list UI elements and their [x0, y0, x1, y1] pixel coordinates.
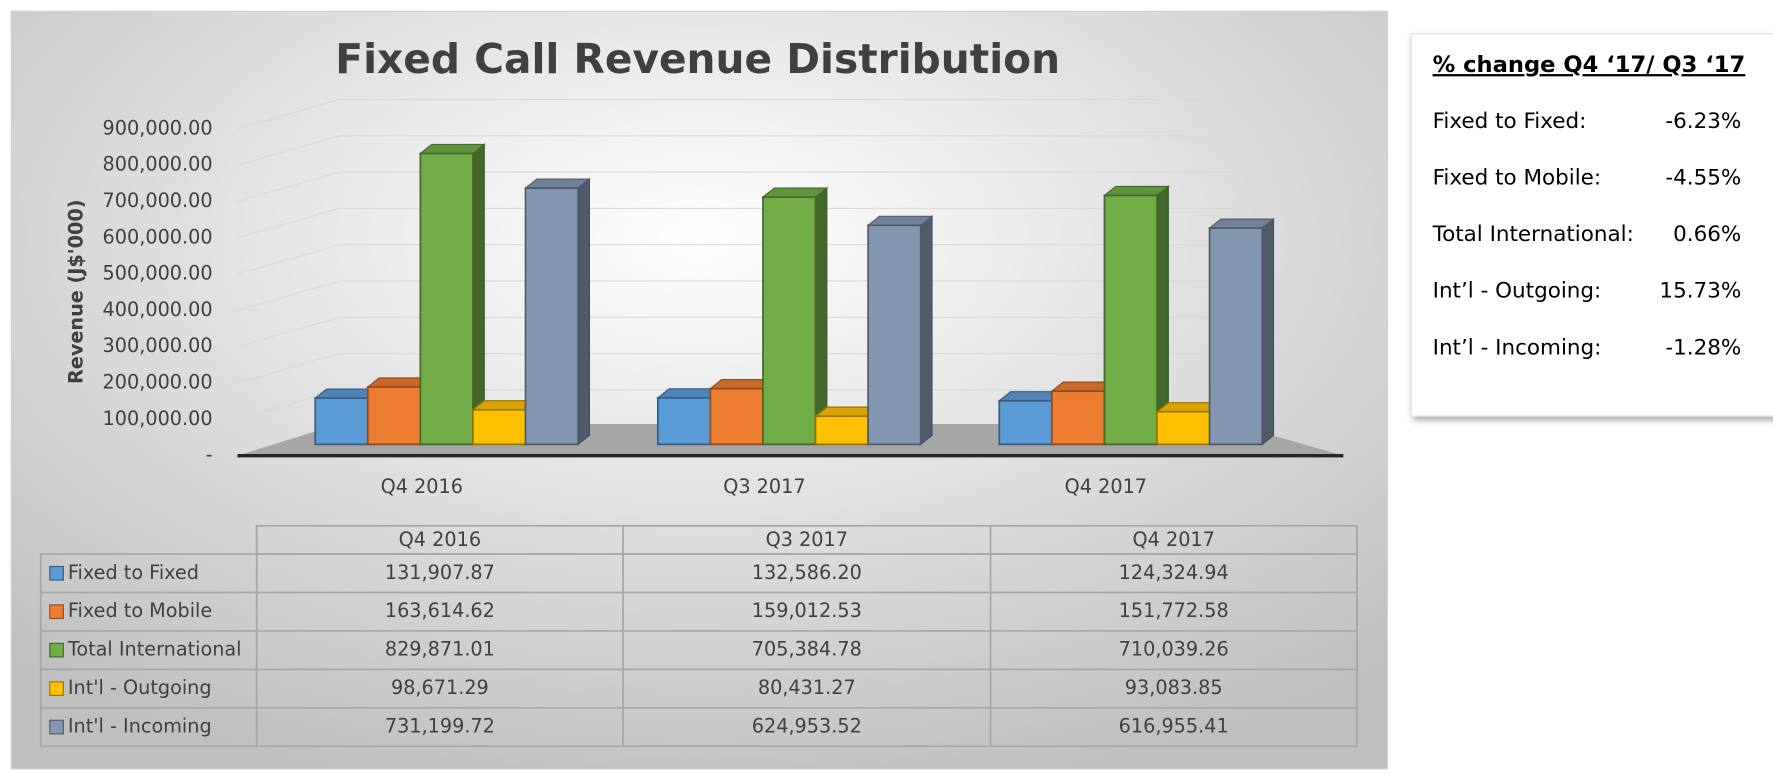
legend-swatch: [49, 642, 64, 658]
panel-label: Fixed to Mobile:: [1433, 166, 1602, 191]
table-cell: 93,083.85: [1125, 676, 1223, 699]
x-tick-label: Q4 2016: [381, 475, 463, 498]
bar: [1208, 227, 1264, 446]
grid-line: [237, 171, 1233, 203]
bar: [472, 408, 527, 446]
bar-side: [920, 215, 933, 446]
panel-label: Fixed to Fixed:: [1433, 109, 1587, 134]
x-tick-label: Q4 2017: [1065, 475, 1147, 498]
table-cell: 132,586.20: [752, 561, 862, 584]
panel-label: Int’l - Incoming:: [1433, 335, 1602, 360]
table-cell: 151,772.58: [1119, 599, 1229, 622]
bar-top: [761, 187, 829, 198]
table-cell: 163,614.62: [385, 599, 495, 622]
legend-label: Total International: [67, 638, 242, 661]
bar: [524, 187, 579, 446]
y-tick-label: 400,000.00: [103, 298, 213, 321]
y-tick-label: 300,000.00: [103, 334, 213, 357]
legend-swatch: [49, 604, 64, 620]
legend-label: Int'l - Outgoing: [68, 676, 212, 699]
y-tick-label: 800,000.00: [103, 153, 213, 176]
table-cell: 159,012.53: [752, 599, 862, 622]
y-tick-label: 100,000.00: [103, 407, 213, 430]
bar: [366, 386, 422, 446]
bar-top: [418, 143, 486, 155]
panel-title: % change Q4 ‘17/ Q3 ‘17: [1433, 52, 1746, 78]
y-tick-label: 200,000.00: [103, 371, 213, 394]
y-tick-label: -: [206, 443, 213, 466]
y-axis-label: Revenue (J$'000): [64, 199, 87, 384]
y-tick-label: 600,000.00: [103, 225, 213, 248]
bar-top: [523, 178, 592, 189]
bar: [814, 415, 869, 446]
grid-line: [237, 316, 1233, 348]
bar: [998, 399, 1053, 446]
legend-swatch: [49, 681, 64, 696]
bar: [1156, 410, 1211, 446]
legend-swatch: [49, 719, 64, 735]
change-panel: [1410, 33, 1773, 417]
table-cell: 710,039.26: [1119, 638, 1229, 661]
panel-label: Total International:: [1432, 222, 1634, 247]
grid-line: [237, 98, 1233, 130]
bar: [867, 224, 922, 446]
bar: [709, 387, 764, 446]
chart-title: Fixed Call Revenue Distribution: [335, 35, 1060, 83]
grid-line: [237, 207, 1233, 239]
legend-label: Fixed to Mobile: [68, 599, 212, 622]
panel-value: -4.55%: [1665, 166, 1741, 191]
grid-line: [237, 280, 1233, 311]
bar-top: [1102, 185, 1170, 197]
table-cell: 80,431.27: [758, 676, 856, 699]
bar: [419, 152, 474, 446]
legend-label: Fixed to Fixed: [68, 561, 199, 584]
table-cell: 705,384.78: [752, 638, 862, 661]
table-cell: 98,671.29: [391, 676, 489, 699]
y-tick-label: 700,000.00: [103, 189, 213, 212]
bar-side: [814, 186, 828, 446]
grid-line: [237, 244, 1233, 275]
y-tick-label: 900,000.00: [103, 116, 213, 139]
table-cell: 131,907.87: [385, 561, 495, 584]
bar-side: [472, 143, 485, 446]
panel-label: Int’l - Outgoing:: [1433, 279, 1602, 304]
legend-label: Int'l - Incoming: [68, 715, 212, 738]
legend-swatch: [49, 565, 64, 581]
table-header: Q4 2017: [1133, 528, 1215, 551]
bar-top: [866, 215, 934, 226]
table-header: Q4 2016: [399, 528, 481, 551]
grid-line: [237, 353, 1233, 384]
bar: [1051, 390, 1106, 446]
bar-side: [1261, 217, 1275, 446]
bar-top: [1207, 218, 1276, 229]
bar-side: [577, 177, 590, 446]
bar: [762, 196, 817, 446]
panel-value: 0.66%: [1673, 222, 1741, 247]
bar: [314, 397, 369, 446]
table-cell: 124,324.94: [1119, 561, 1229, 584]
panel-value: 15.73%: [1659, 279, 1741, 304]
table-cell: 731,199.72: [385, 715, 495, 738]
bar: [656, 397, 712, 446]
x-tick-label: Q3 2017: [723, 475, 805, 498]
bar: [1103, 194, 1158, 446]
panel-value: -1.28%: [1665, 335, 1741, 360]
table-cell: 624,953.52: [752, 715, 862, 738]
grid-line: [237, 135, 1233, 166]
table-header: Q3 2017: [766, 528, 848, 551]
table-cell: 616,955.41: [1119, 715, 1229, 738]
panel-value: -6.23%: [1665, 109, 1741, 134]
table-cell: 829,871.01: [385, 638, 495, 661]
y-tick-label: 500,000.00: [103, 262, 213, 285]
